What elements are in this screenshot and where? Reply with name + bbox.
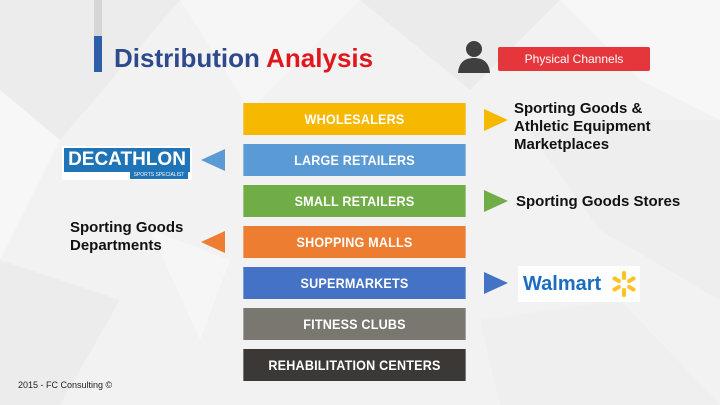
title-marker-bar	[94, 36, 102, 72]
channel-large-retailers: LARGE RETAILERS	[243, 144, 466, 176]
arrow-left-icon	[201, 231, 225, 253]
decathlon-logo-tagline: SPORTS SPECIALIST	[130, 172, 188, 179]
channel-shopping-malls: SHOPPING MALLS	[243, 226, 466, 258]
note-line: Sporting Goods	[70, 219, 184, 236]
note-line: Marketplaces	[514, 136, 610, 153]
channel-wholesalers: WHOLESALERS	[243, 103, 466, 135]
walmart-logo: Walmart	[518, 266, 640, 302]
shopping-malls-note: Sporting Goods Departments	[70, 219, 183, 255]
channel-small-retailers: SMALL RETAILERS	[243, 185, 466, 217]
channel-fitness-clubs: FITNESS CLUBS	[243, 308, 466, 340]
title-part-2: Analysis	[266, 43, 374, 73]
walmart-spark-icon	[612, 271, 636, 297]
arrow-right-icon	[484, 109, 508, 131]
channel-supermarkets: SUPERMARKETS	[243, 267, 466, 299]
arrow-right-icon	[484, 272, 508, 294]
channel-rehabilitation-centers: REHABILITATION CENTERS	[243, 349, 466, 381]
note-line: Athletic Equipment	[514, 118, 651, 135]
wholesalers-note: Sporting Goods & Athletic Equipment Mark…	[514, 100, 651, 154]
arrow-right-icon	[484, 190, 508, 212]
footer-copyright: 2015 - FC Consulting ©	[18, 380, 113, 390]
decathlon-logo-name: DECATHLON	[64, 148, 190, 172]
physical-channels-badge: Physical Channels	[498, 47, 650, 71]
page-title: Distribution Analysis	[114, 42, 373, 74]
note-line: Departments	[70, 237, 162, 254]
decathlon-logo: DECATHLON SPORTS SPECIALIST	[62, 146, 192, 180]
small-retailers-note: Sporting Goods Stores	[516, 193, 681, 210]
note-line: Sporting Goods &	[514, 100, 643, 117]
walmart-logo-name: Walmart	[523, 273, 602, 295]
title-part-1: Distribution	[114, 43, 260, 73]
user-icon	[458, 41, 490, 73]
arrow-left-icon	[201, 149, 225, 171]
